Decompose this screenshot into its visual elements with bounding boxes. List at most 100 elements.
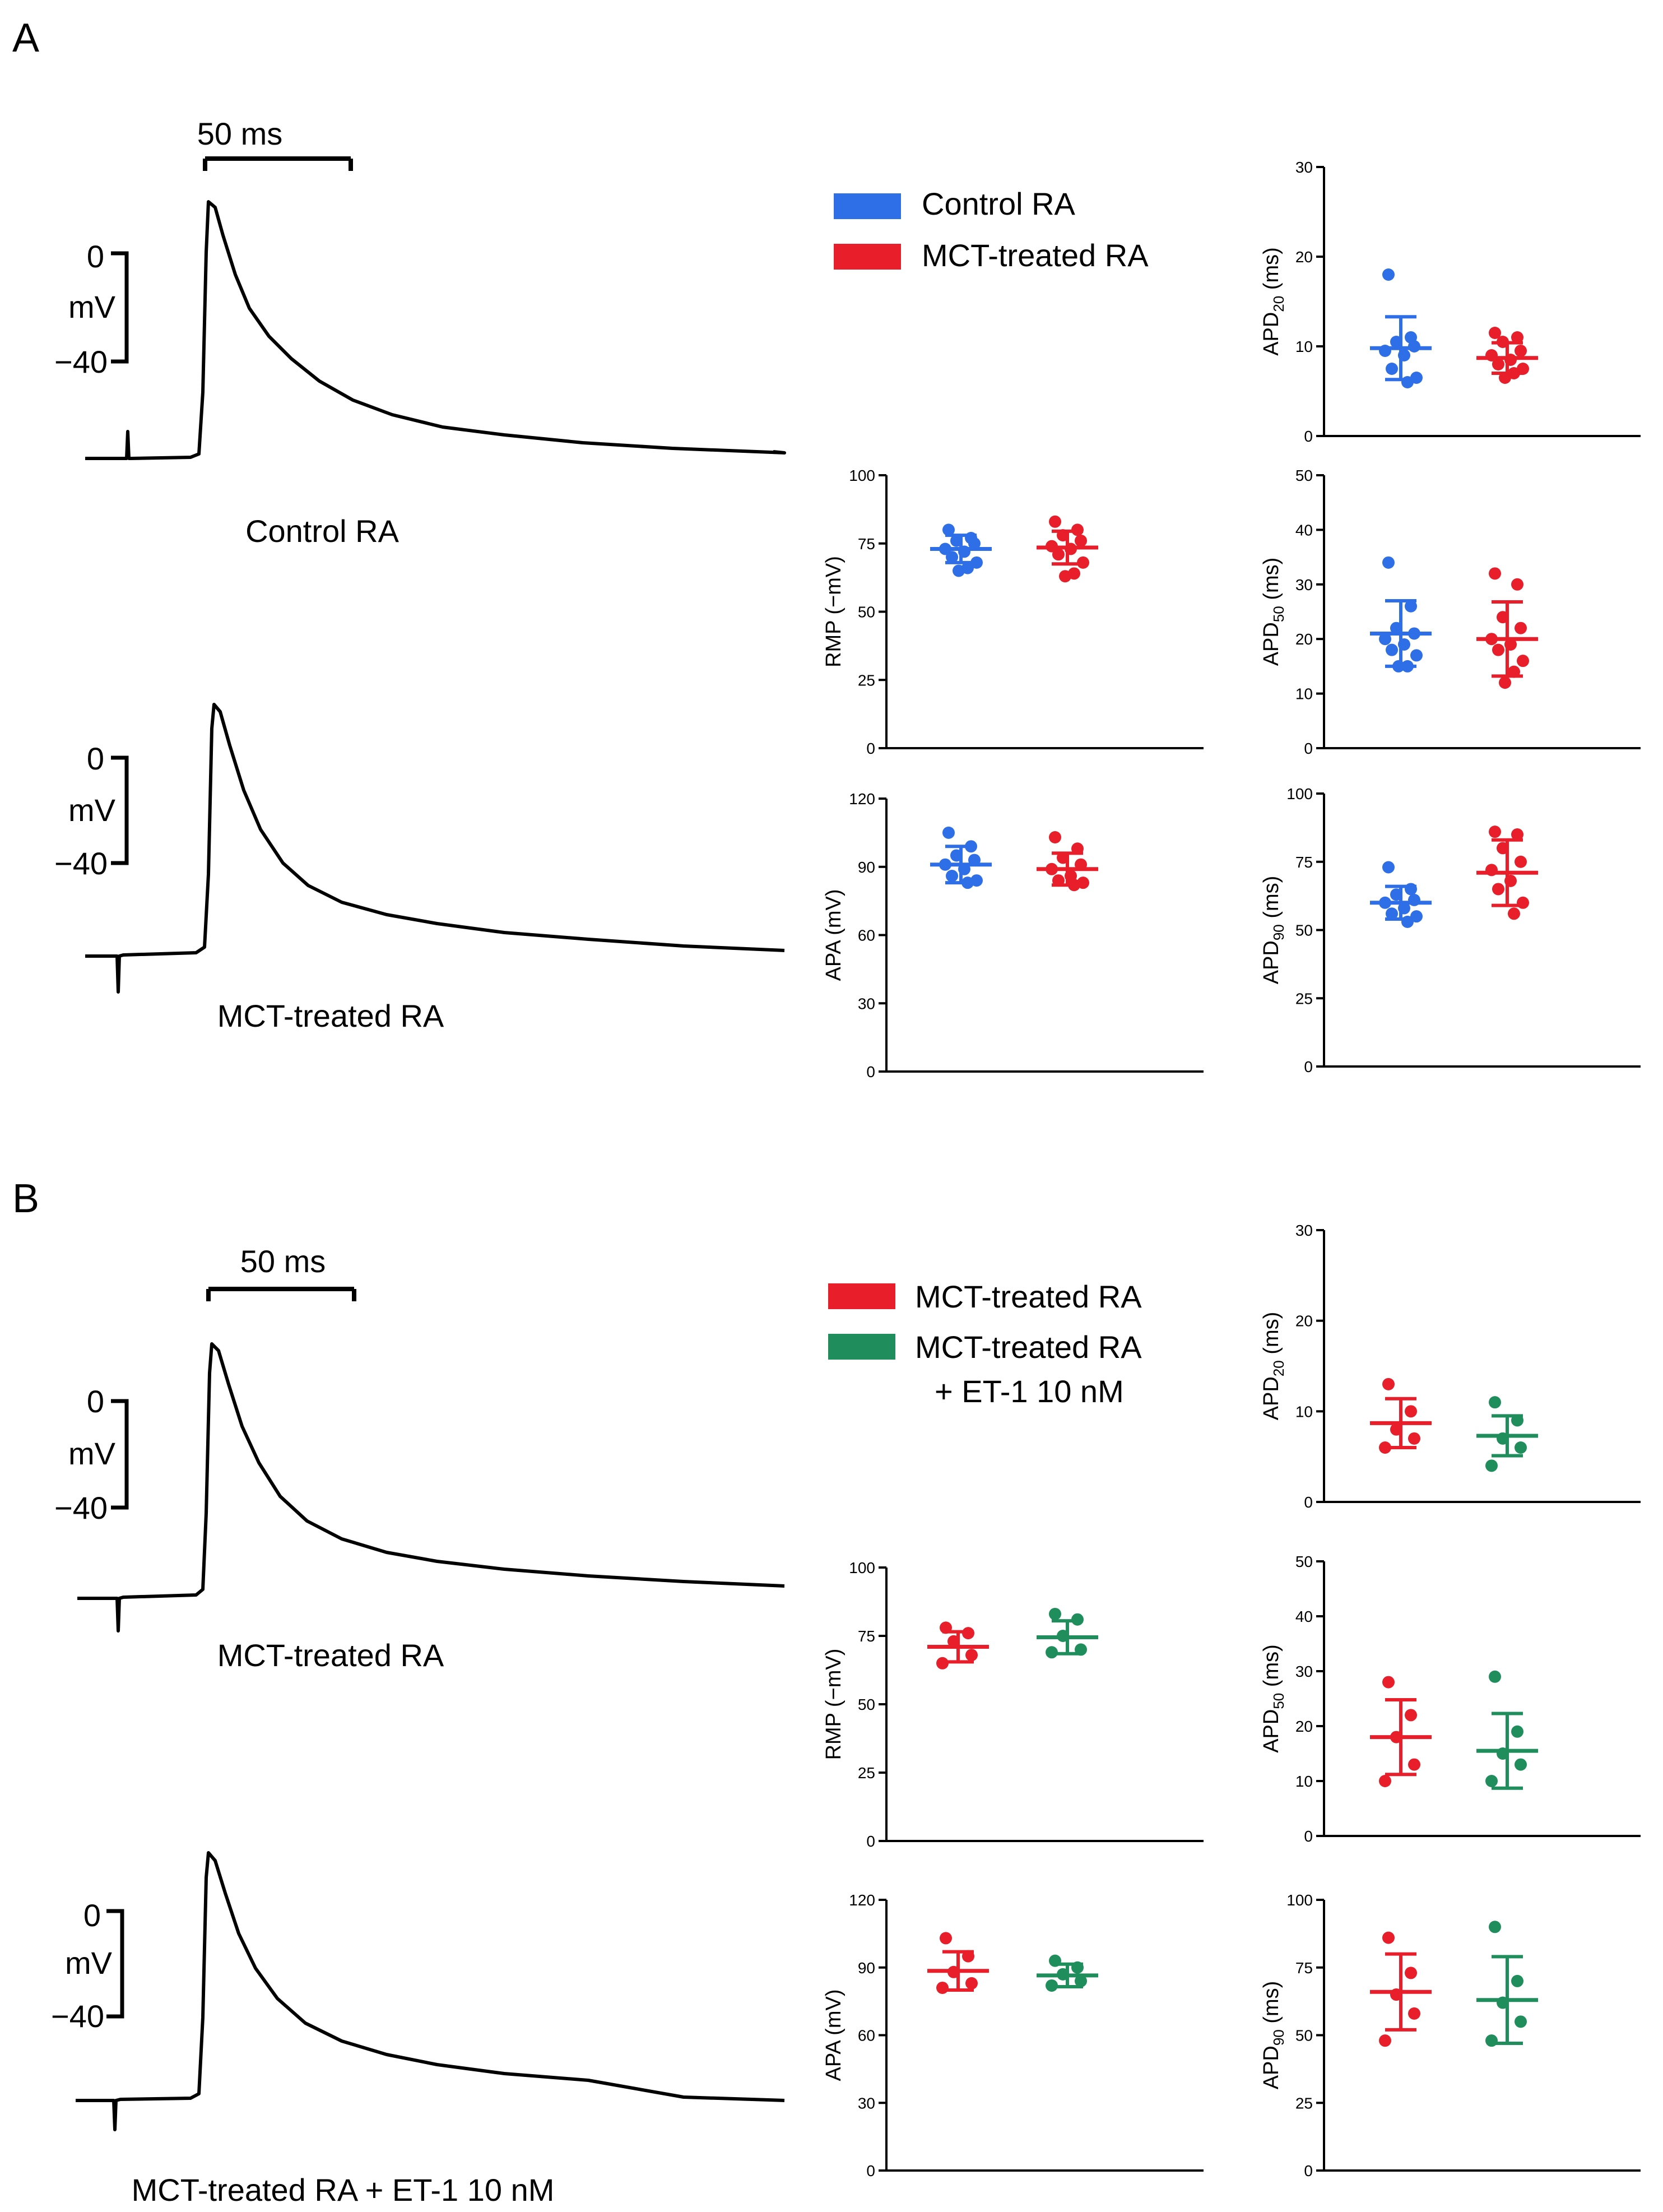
data-point [1515,1441,1527,1454]
chart-a-apd20: 0 10 20 30 APD20 (ms) [1260,159,1641,445]
panel-b-scalebar: 50 ms [206,1244,356,1301]
data-point [940,1932,952,1945]
y-axis-label: APD20 (ms) [1260,247,1287,356]
panel-b-trace1-action-potential [77,1342,785,1633]
panel-b-trace2-caption: MCT-treated RA + ET-1 10 nM [132,2172,555,2208]
chart-b-apa: 0 30 60 90 120 APA (mV) [822,1891,1204,2179]
data-group [1476,567,1538,689]
y-tick-label: 25 [858,1764,875,1782]
y-tick-label: 60 [858,2027,875,2044]
data-point [1382,861,1395,874]
y-axis-label: APD90 (ms) [1260,876,1287,985]
data-point [1499,676,1511,689]
legend-label-mct: MCT-treated RA [922,238,1149,273]
legend-label-mct-et1-line2: + ET-1 10 nM [935,1374,1124,1409]
data-point [1379,633,1391,646]
data-group [1370,1378,1432,1454]
data-group [1476,1670,1538,1790]
data-group [1370,1676,1432,1787]
y-tick-label: 0 [1304,1058,1313,1075]
data-point [1052,548,1065,561]
data-point [1511,331,1523,344]
data-group [1037,1954,1098,1992]
y-tick-label: 50 [858,604,875,621]
y-tick-label: 0 [1304,428,1313,445]
y-tick-label: 75 [1295,854,1313,871]
y-tick-label: 100 [849,467,875,484]
data-point [1515,855,1527,868]
data-point [1075,534,1087,547]
y-tick-label: 100 [1286,1891,1313,1909]
chart-a-apd90: 0 25 50 75 100 APD90 (ms) [1260,785,1641,1075]
panel-a-letter: A [12,16,39,61]
y-tick-label: 30 [858,995,875,1012]
chart-b-rmp: 0 25 50 75 100 RMP (−mV) [822,1559,1204,1850]
y-tick-label: 25 [858,671,875,689]
y-tick-label: 20 [1295,248,1313,266]
panel-a-scalebar: 50 ms [197,116,353,171]
data-point [1379,2034,1391,2047]
data-point [1489,1921,1501,1933]
y-tick-label: 90 [858,859,875,876]
y-tick-label: 30 [1295,159,1313,176]
data-point [1405,1405,1417,1418]
data-point [1508,907,1520,920]
panel-a-scalebar-label: 50 ms [197,116,283,151]
y-tick-label: 50 [1295,922,1313,939]
y-axis-label: RMP (−mV) [822,556,846,667]
data-point [942,523,955,536]
y-tick-label: 60 [858,927,875,944]
data-point [1405,1709,1417,1722]
data-point [1049,515,1061,528]
data-point [1492,883,1504,896]
y-tick-label: 10 [1295,1773,1313,1790]
voltage-bottom-label: −40 [51,1998,104,2034]
panel-a-trace2-caption: MCT-treated RA [217,998,444,1033]
panel-a-trace1-voltage-scale: 0 mV −40 [54,239,129,379]
data-point [1382,268,1395,281]
data-point [946,869,958,882]
y-axis-label: APD90 (ms) [1260,1981,1287,2090]
data-point [1405,600,1417,613]
data-group [1037,1607,1098,1659]
data-point [1485,1459,1498,1472]
data-point [1492,643,1504,656]
data-group [1476,327,1538,384]
y-tick-label: 30 [1295,576,1313,593]
data-point [936,1981,949,1994]
panel-b-letter: B [12,1176,39,1221]
y-tick-label: 30 [1295,1222,1313,1239]
data-point [1485,1775,1498,1787]
y-tick-label: 50 [858,1696,875,1713]
legend-swatch-mct [834,244,901,270]
data-point [1511,1725,1523,1738]
data-point [1382,556,1395,569]
data-group [927,1932,989,1994]
data-point [1515,345,1527,357]
data-point [1515,622,1527,634]
voltage-unit-label: mV [65,1945,113,1981]
y-tick-label: 40 [1295,1608,1313,1625]
y-tick-label: 75 [858,535,875,553]
data-group [1370,861,1432,928]
panel-b-scalebar-label: 50 ms [240,1244,326,1279]
y-tick-label: 10 [1295,685,1313,703]
chart-a-rmp: 0 25 50 75 100 RMP (−mV) [822,467,1204,757]
chart-a-apd50: 0 10 20 30 40 50 APD50 (ms) [1260,467,1641,757]
data-group [1370,556,1432,673]
y-tick-label: 75 [858,1627,875,1645]
voltage-top-label: 0 [87,239,104,274]
chart-b-apd90: 0 25 50 75 100 APD90 (ms) [1260,1891,1641,2179]
data-point [1410,649,1423,662]
data-point [1382,1676,1395,1689]
y-tick-label: 0 [866,1833,875,1850]
data-group [1370,1931,1432,2047]
y-tick-label: 0 [866,2162,875,2179]
data-point [1517,655,1529,667]
data-point [1408,2007,1420,2020]
data-point [1405,1967,1417,1979]
data-point [1049,1607,1061,1620]
data-point [953,564,965,577]
y-tick-label: 20 [1295,630,1313,648]
